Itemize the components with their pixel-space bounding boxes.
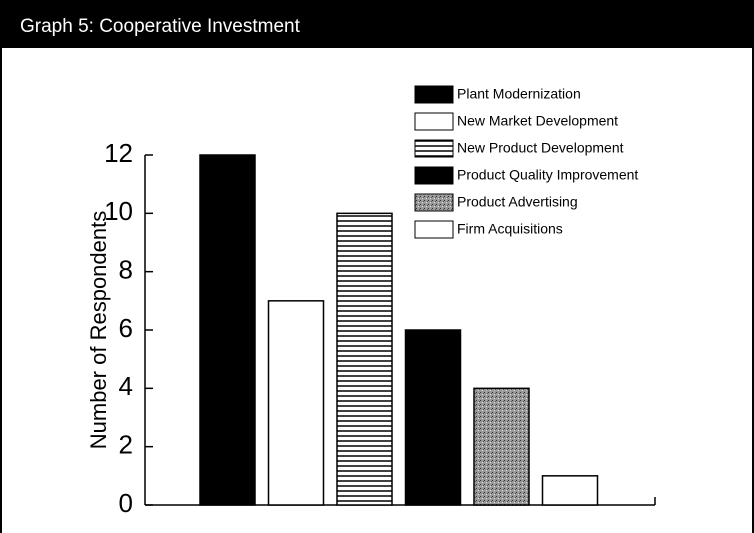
y-tick-label: 0 bbox=[119, 488, 133, 518]
legend-swatch bbox=[414, 112, 454, 131]
y-tick-label: 10 bbox=[104, 196, 133, 226]
y-axis-label: Number of Respondents bbox=[86, 211, 111, 449]
bar bbox=[541, 475, 599, 506]
legend-label: Plant Modernization bbox=[457, 86, 581, 102]
y-tick-label: 4 bbox=[119, 371, 133, 401]
bar bbox=[404, 329, 462, 506]
legend-label: Product Advertising bbox=[457, 194, 578, 210]
header-bar bbox=[0, 0, 754, 48]
bar bbox=[199, 154, 256, 506]
legend-swatch bbox=[414, 220, 454, 239]
legend-label: Firm Acquisitions bbox=[457, 221, 563, 237]
y-tick-label: 12 bbox=[104, 138, 133, 168]
y-tick-label: 6 bbox=[119, 313, 133, 343]
legend-swatch bbox=[414, 85, 454, 104]
bar bbox=[336, 212, 393, 506]
legend-label: Product Quality Improvement bbox=[457, 167, 638, 183]
chart-title: Graph 5: Cooperative Investment bbox=[20, 16, 301, 37]
bar bbox=[267, 300, 325, 506]
y-tick-label: 2 bbox=[119, 430, 133, 460]
legend-label: New Market Development bbox=[457, 113, 618, 129]
legend-swatch bbox=[414, 139, 454, 158]
y-tick-label: 8 bbox=[119, 255, 133, 285]
legend-label: New Product Development bbox=[457, 140, 624, 156]
legend-swatch bbox=[414, 166, 454, 185]
bar bbox=[473, 387, 530, 506]
legend-swatch bbox=[414, 193, 454, 212]
